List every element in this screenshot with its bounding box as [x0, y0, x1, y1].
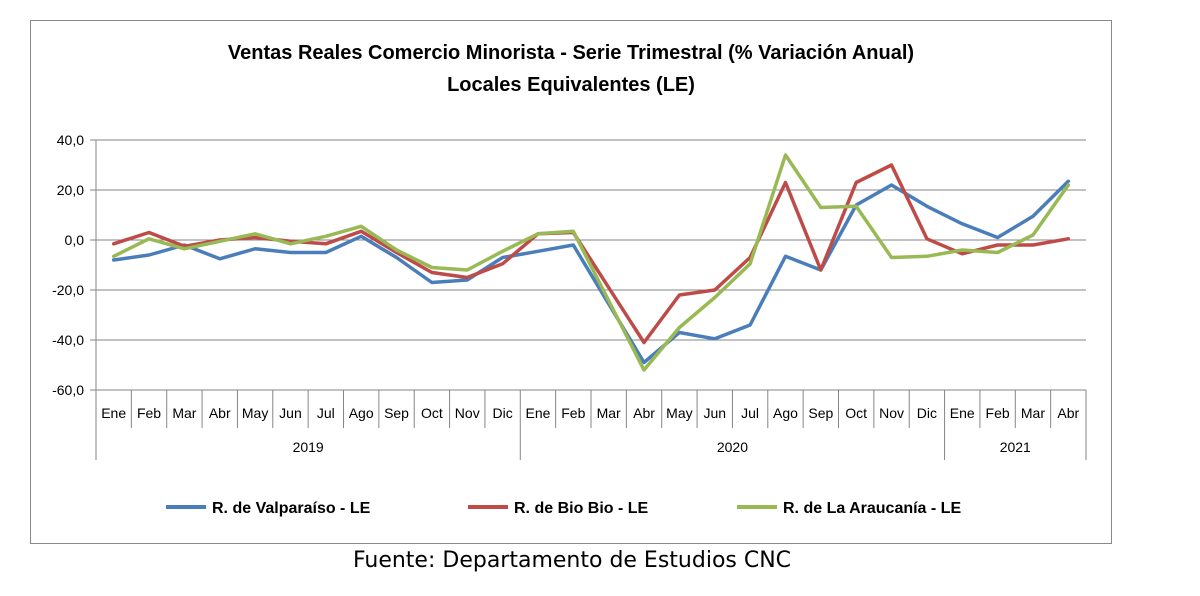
x-tick-label: Mar	[597, 405, 621, 421]
x-tick-label: Nov	[879, 405, 904, 421]
x-tick-label: Nov	[455, 405, 480, 421]
x-tick-label: Jun	[279, 405, 302, 421]
x-tick-label: Sep	[384, 405, 409, 421]
x-tick-label: Feb	[137, 405, 161, 421]
y-tick-label: 0,0	[65, 232, 85, 248]
x-tick-label: Jul	[317, 405, 335, 421]
chart-frame: Ventas Reales Comercio Minorista - Serie…	[30, 20, 1112, 544]
source-note: Fuente: Departamento de Estudios CNC	[352, 548, 792, 573]
x-tick-label: Ago	[773, 405, 798, 421]
y-tick-label: -20,0	[52, 282, 84, 298]
chart-title: Ventas Reales Comercio Minorista - Serie…	[228, 42, 914, 64]
x-year-label: 2019	[293, 439, 324, 455]
x-tick-label: Ago	[349, 405, 374, 421]
x-tick-label: Mar	[172, 405, 196, 421]
x-tick-label: Dic	[917, 405, 937, 421]
legend-label: R. de Valparaíso - LE	[212, 500, 371, 517]
x-tick-label: May	[242, 405, 268, 421]
x-tick-label: Dic	[492, 405, 512, 421]
legend-label: R. de La Araucanía - LE	[783, 500, 961, 517]
x-tick-label: Mar	[1021, 405, 1045, 421]
x-tick-label: Abr	[633, 405, 655, 421]
y-tick-label: -40,0	[52, 332, 84, 348]
axis-layer: 40,0 20,0 0,0 -20,0 -40,0 -60,0 Ene Feb Mar Abr Ma…	[52, 132, 1087, 460]
y-tick-label: 40,0	[57, 132, 84, 148]
x-tick-label: Ene	[950, 405, 975, 421]
legend: R. de Valparaíso - LE R. de Bio Bio - LE R…	[166, 500, 961, 517]
y-tick-label: 20,0	[57, 182, 84, 198]
x-tick-label: Jun	[703, 405, 726, 421]
x-tick-label: Feb	[986, 405, 1010, 421]
series-layer	[111, 153, 1071, 372]
x-tick-label: Ene	[101, 405, 126, 421]
line-chart: Ventas Reales Comercio Minorista - Serie…	[52, 42, 1087, 517]
x-tick-label: Ene	[526, 405, 551, 421]
x-tick-label: Abr	[1057, 405, 1079, 421]
x-year-label: 2020	[717, 439, 748, 455]
chart-subtitle: Locales Equivalentes (LE)	[447, 74, 695, 96]
x-tick-label: Oct	[421, 405, 443, 421]
y-tick-label: -60,0	[52, 382, 84, 398]
x-tick-label: May	[666, 405, 692, 421]
x-tick-label: Jul	[741, 405, 759, 421]
series-line-1	[111, 163, 1071, 345]
legend-label: R. de Bio Bio - LE	[514, 500, 649, 517]
x-tick-label: Sep	[808, 405, 833, 421]
x-tick-label: Feb	[561, 405, 585, 421]
x-tick-label: Abr	[209, 405, 231, 421]
series-line-2	[111, 153, 1071, 372]
x-tick-label: Oct	[845, 405, 867, 421]
x-year-label: 2021	[1000, 439, 1031, 455]
series-line-0	[111, 179, 1071, 365]
